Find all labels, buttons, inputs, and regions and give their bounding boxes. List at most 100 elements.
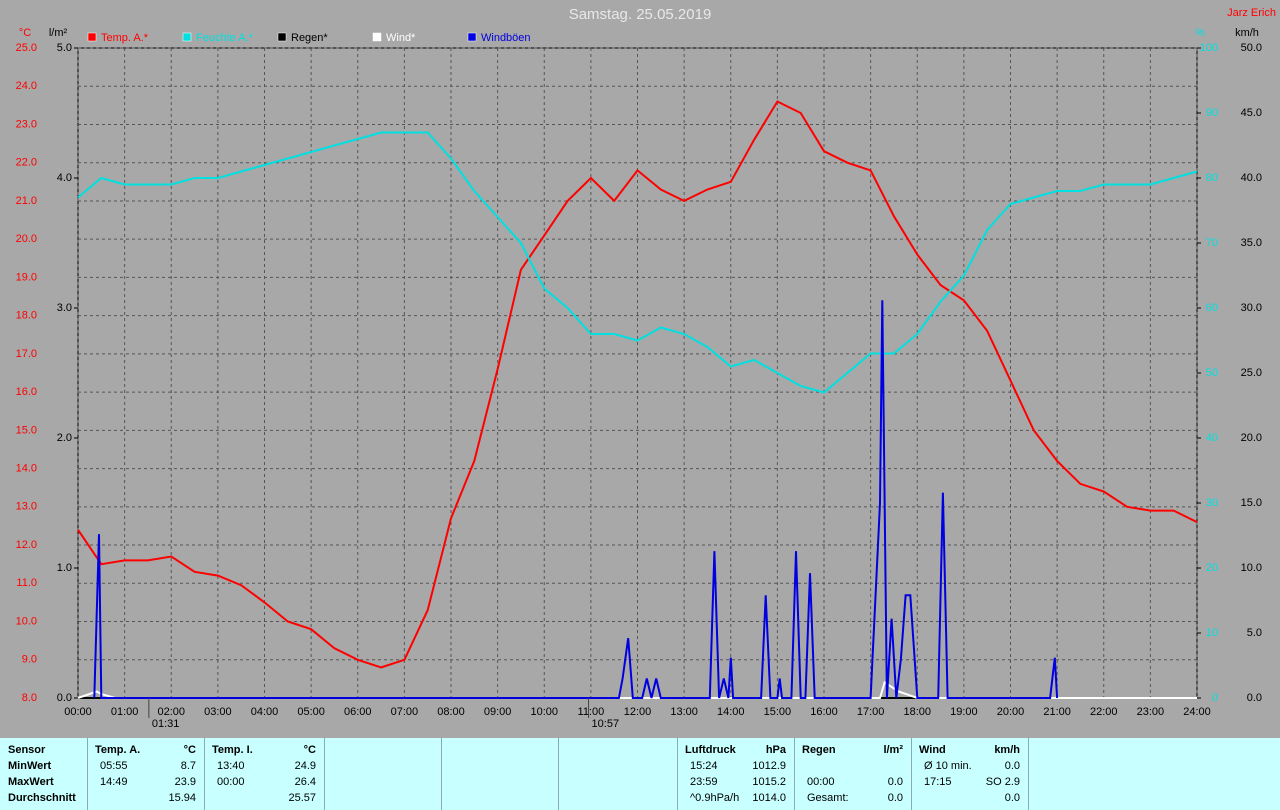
y4-tick-label: 50.0 bbox=[1241, 42, 1262, 54]
cell-time: Gesamt: bbox=[807, 792, 849, 804]
cell-value: 0.0 bbox=[887, 792, 903, 804]
y2-tick-label: 2.0 bbox=[57, 432, 72, 444]
cell-time: ^0.9hPa/h bbox=[690, 792, 740, 804]
cell-time: 00:00 bbox=[217, 776, 245, 788]
table-column bbox=[325, 738, 442, 810]
y2-tick-label: 0.0 bbox=[57, 692, 72, 704]
y-tick-label: 19.0 bbox=[16, 271, 37, 283]
annotation: 10:57 bbox=[592, 718, 620, 730]
table-column: Temp. I. °C 13:40 24.9 00:00 26.4 25.57 bbox=[205, 738, 325, 810]
y3-tick-label: 10 bbox=[1206, 627, 1218, 639]
y3-tick-label: 70 bbox=[1206, 237, 1218, 249]
cell-time: 00:00 bbox=[807, 776, 835, 788]
y-tick-label: 23.0 bbox=[16, 118, 37, 130]
y2-unit: l/m² bbox=[49, 27, 68, 39]
cell-value: 23.9 bbox=[174, 776, 196, 788]
y3-tick-label: 90 bbox=[1206, 107, 1218, 119]
x-tick-label: 23:00 bbox=[1137, 706, 1165, 718]
y4-tick-label: 5.0 bbox=[1247, 627, 1262, 639]
table-column: Regen l/m² 00:00 0.0 Gesamt: 0.0 bbox=[795, 738, 912, 810]
legend-swatch bbox=[277, 32, 287, 42]
y3-tick-label: 30 bbox=[1206, 497, 1218, 509]
legend-label: Windböen bbox=[481, 32, 531, 44]
legend-label: Wind* bbox=[386, 32, 416, 44]
y4-tick-label: 45.0 bbox=[1241, 107, 1262, 119]
y-tick-label: 14.0 bbox=[16, 462, 37, 474]
x-tick-label: 21:00 bbox=[1043, 706, 1071, 718]
y4-tick-label: 20.0 bbox=[1241, 432, 1262, 444]
y-tick-label: 20.0 bbox=[16, 233, 37, 245]
y4-tick-label: 0.0 bbox=[1247, 692, 1262, 704]
y2-tick-label: 4.0 bbox=[57, 172, 72, 184]
y3-tick-label: 100 bbox=[1200, 42, 1218, 54]
row-header: Sensor bbox=[8, 744, 46, 756]
cell-value: 26.4 bbox=[294, 776, 316, 788]
x-tick-label: 07:00 bbox=[391, 706, 419, 718]
cell-time: 23:59 bbox=[690, 776, 718, 788]
y-tick-label: 22.0 bbox=[16, 157, 37, 169]
x-tick-label: 11:00 bbox=[578, 706, 605, 718]
column-header: Regen bbox=[802, 744, 836, 756]
column-unit: l/m² bbox=[883, 744, 903, 756]
x-tick-label: 18:00 bbox=[903, 706, 931, 718]
y-unit: °C bbox=[19, 27, 31, 39]
cell-value: SO 2.9 bbox=[985, 776, 1020, 788]
cell-value: 8.7 bbox=[180, 760, 196, 772]
y-tick-label: 25.0 bbox=[16, 42, 37, 54]
cell-value: 24.9 bbox=[294, 760, 316, 772]
x-tick-label: 10:00 bbox=[530, 706, 558, 718]
y-tick-label: 12.0 bbox=[16, 539, 37, 551]
row-header: MinWert bbox=[8, 760, 52, 772]
row-header: Durchschnitt bbox=[8, 792, 76, 804]
legend-swatch bbox=[182, 32, 192, 42]
cell-time: 14:49 bbox=[100, 776, 128, 788]
y-tick-label: 16.0 bbox=[16, 386, 37, 398]
x-tick-label: 22:00 bbox=[1090, 706, 1118, 718]
y-tick-label: 13.0 bbox=[16, 501, 37, 513]
column-unit: hPa bbox=[765, 744, 786, 756]
y3-tick-label: 0 bbox=[1212, 692, 1218, 704]
table-column bbox=[560, 738, 678, 810]
y3-unit: % bbox=[1195, 27, 1205, 39]
author: Jarz Erich bbox=[1227, 7, 1276, 19]
legend-label: Regen* bbox=[291, 32, 328, 44]
x-tick-label: 15:00 bbox=[764, 706, 792, 718]
y2-tick-label: 5.0 bbox=[57, 42, 72, 54]
table-column: Luftdruck hPa 15:24 1012.9 23:59 1015.2 ^0.9hP… bbox=[678, 738, 795, 810]
y4-tick-label: 25.0 bbox=[1241, 367, 1262, 379]
x-tick-label: 17:00 bbox=[857, 706, 885, 718]
y-tick-label: 15.0 bbox=[16, 424, 37, 436]
x-tick-label: 19:00 bbox=[950, 706, 978, 718]
y-tick-label: 10.0 bbox=[16, 615, 37, 627]
cell-value: 1014.0 bbox=[752, 792, 786, 804]
x-tick-label: 13:00 bbox=[670, 706, 698, 718]
table-column bbox=[442, 738, 559, 810]
x-tick-label: 00:00 bbox=[64, 706, 92, 718]
x-tick-label: 04:00 bbox=[251, 706, 279, 718]
y3-tick-label: 20 bbox=[1206, 562, 1218, 574]
x-tick-label: 20:00 bbox=[997, 706, 1025, 718]
chart: Samstag. 25.05.2019 Jarz Erich °C l/m² %… bbox=[16, 6, 1276, 730]
y3-tick-label: 80 bbox=[1206, 172, 1218, 184]
x-tick-label: 12:00 bbox=[624, 706, 652, 718]
x-tick-label: 14:00 bbox=[717, 706, 745, 718]
cell-value: 0.0 bbox=[1004, 792, 1020, 804]
cell-value: 0.0 bbox=[887, 776, 903, 788]
stats-table: Sensor MinWert MaxWert Durchschnitt Temp. A.… bbox=[0, 738, 1280, 810]
x-tick-label: 06:00 bbox=[344, 706, 372, 718]
annotation: 01:31 bbox=[152, 718, 180, 730]
cell-value: 15.94 bbox=[168, 792, 196, 804]
legend-swatch bbox=[372, 32, 382, 42]
cell-value: 25.57 bbox=[288, 792, 316, 804]
column-header: Wind bbox=[919, 744, 946, 756]
x-tick-label: 09:00 bbox=[484, 706, 512, 718]
y-tick-label: 21.0 bbox=[16, 195, 37, 207]
table-column: Temp. A. °C 05:55 8.7 14:49 23.9 15.94 bbox=[88, 738, 205, 810]
y-tick-label: 11.0 bbox=[16, 577, 37, 589]
cell-value: 0.0 bbox=[1004, 760, 1020, 772]
cell-time: 15:24 bbox=[690, 760, 718, 772]
column-header: Temp. I. bbox=[212, 744, 253, 756]
y3-tick-label: 50 bbox=[1206, 367, 1218, 379]
y-tick-label: 8.0 bbox=[22, 692, 37, 704]
x-tick-label: 08:00 bbox=[437, 706, 465, 718]
